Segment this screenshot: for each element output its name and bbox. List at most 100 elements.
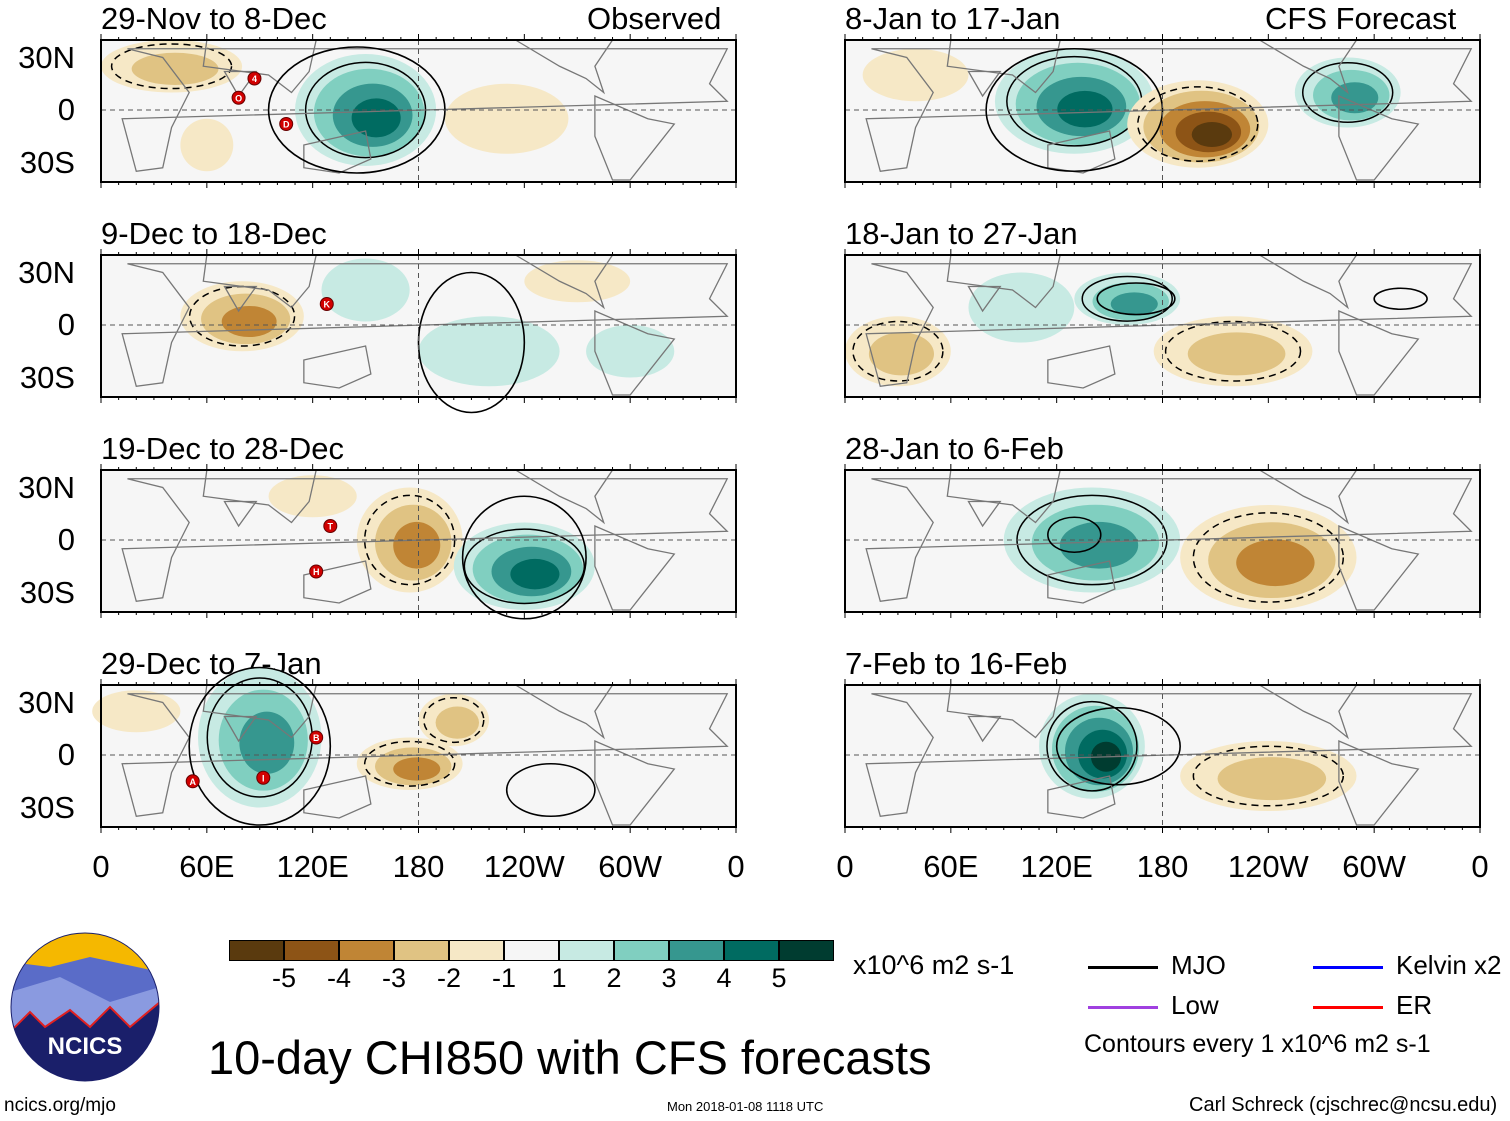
coastline bbox=[121, 693, 729, 817]
lon-label: 60W bbox=[1342, 849, 1407, 884]
tropical-cyclone-icon: T bbox=[323, 519, 338, 533]
mjo-contour bbox=[1047, 516, 1102, 554]
anomaly-contour-line bbox=[363, 740, 456, 787]
anomaly-contour-line bbox=[1081, 275, 1173, 322]
map-panel: 4O D bbox=[100, 34, 737, 188]
storm-id: T bbox=[328, 522, 334, 532]
storm-id: I bbox=[262, 773, 265, 783]
website-label: ncics.org/mjo bbox=[4, 1095, 116, 1116]
storm-id: O bbox=[235, 93, 242, 103]
panel-title: 8-Jan to 17-Jan bbox=[845, 1, 1061, 36]
tropical-cyclone-icon: B bbox=[309, 730, 324, 745]
lat-label: 30S bbox=[19, 790, 75, 825]
coastline bbox=[865, 263, 1473, 387]
negative-anomaly-contour bbox=[131, 52, 219, 86]
colorbar-swatch bbox=[504, 940, 559, 961]
colorbar-swatch bbox=[449, 940, 504, 961]
logo-text: NCICS bbox=[48, 1033, 123, 1060]
lon-label: 120E bbox=[276, 849, 349, 884]
lon-label: 60E bbox=[923, 849, 979, 884]
coastline bbox=[121, 478, 729, 602]
negative-anomaly-contour bbox=[393, 521, 441, 569]
colorbar-label: 2 bbox=[606, 963, 622, 993]
panel-title: 28-Jan to 6-Feb bbox=[845, 431, 1064, 466]
lon-label: 60E bbox=[179, 849, 235, 884]
colorbar-label: 3 bbox=[661, 963, 677, 993]
negative-anomaly-contour bbox=[393, 757, 441, 781]
colorbar-label: -3 bbox=[381, 963, 407, 993]
lon-label: 120W bbox=[1227, 849, 1309, 884]
mjo-contour bbox=[1373, 287, 1428, 311]
colorbar-label: 4 bbox=[716, 963, 732, 993]
tropical-cyclone-icon: K bbox=[319, 297, 334, 311]
legend-label: MJO bbox=[1171, 950, 1226, 980]
negative-anomaly-contour bbox=[868, 332, 935, 376]
lon-label: 0 bbox=[1471, 849, 1489, 884]
negative-anomaly-contour bbox=[1236, 539, 1315, 587]
negative-anomaly-contour bbox=[1217, 757, 1327, 801]
positive-anomaly-contour bbox=[239, 711, 295, 774]
negative-anomaly-contour bbox=[435, 706, 480, 739]
panel-title: 29-Nov to 8-Dec bbox=[101, 1, 327, 36]
coastline bbox=[1338, 525, 1420, 611]
positive-anomaly-contour bbox=[321, 258, 410, 322]
mjo-contour bbox=[1096, 282, 1176, 316]
storm-id: D bbox=[283, 120, 290, 130]
mjo-contour bbox=[1055, 706, 1181, 786]
legend-line bbox=[1313, 1006, 1383, 1009]
lon-label: 120E bbox=[1020, 849, 1093, 884]
tropical-cyclone-icon: O bbox=[231, 90, 246, 105]
lon-label: 0 bbox=[836, 849, 854, 884]
positive-anomaly-contour bbox=[1059, 521, 1139, 569]
negative-anomaly-contour bbox=[524, 260, 631, 303]
positive-anomaly-contour bbox=[1110, 292, 1158, 316]
lon-label: 180 bbox=[392, 849, 445, 884]
lon-label: 0 bbox=[92, 849, 110, 884]
author-label: Carl Schreck (cjschrec@ncsu.edu) bbox=[1189, 1094, 1498, 1116]
legend-line bbox=[1313, 966, 1383, 969]
anomaly-contour-line bbox=[852, 320, 944, 382]
coastline bbox=[594, 740, 676, 826]
coastline bbox=[303, 560, 372, 604]
coastline bbox=[865, 693, 1473, 817]
lat-label: 30S bbox=[19, 145, 75, 180]
coastline bbox=[1338, 95, 1420, 181]
lon-label: 60W bbox=[598, 849, 663, 884]
panel-title: 9-Dec to 18-Dec bbox=[101, 216, 327, 251]
coastline bbox=[594, 95, 676, 181]
anomaly-contour-line bbox=[463, 528, 586, 605]
storm-id: 4 bbox=[252, 74, 257, 84]
colorbar-swatch bbox=[779, 940, 834, 961]
colorbar-swatch bbox=[339, 940, 394, 961]
lat-label: 30N bbox=[18, 255, 75, 290]
colorbar-label: -5 bbox=[271, 963, 297, 993]
anomaly-contour-line bbox=[423, 696, 485, 744]
coastline bbox=[1047, 560, 1116, 604]
lat-label: 0 bbox=[57, 92, 75, 127]
storm-id: B bbox=[313, 733, 320, 743]
map-panel bbox=[844, 679, 1481, 833]
tropical-cyclone-icon: H bbox=[309, 564, 324, 579]
coastline bbox=[1338, 740, 1420, 826]
lat-label: 0 bbox=[57, 307, 75, 342]
colorbar-label: -2 bbox=[436, 963, 462, 993]
negative-anomaly-contour bbox=[1191, 122, 1233, 147]
mjo-contour bbox=[417, 271, 526, 414]
coastline bbox=[121, 48, 729, 172]
panel-title: 29-Dec to 7-Jan bbox=[101, 646, 322, 681]
panel-title: 7-Feb to 16-Feb bbox=[845, 646, 1068, 681]
coastline bbox=[865, 48, 1473, 172]
negative-anomaly-contour bbox=[268, 475, 357, 518]
colorbar-swatch bbox=[559, 940, 614, 961]
figure-title: 10-day CHI850 with CFS forecasts bbox=[208, 1031, 932, 1084]
positive-anomaly-contour bbox=[510, 558, 560, 590]
anomaly-contour-line bbox=[1164, 320, 1302, 382]
colorbar-swatch bbox=[614, 940, 669, 961]
positive-anomaly-contour bbox=[418, 316, 560, 387]
negative-anomaly-contour bbox=[444, 83, 569, 154]
mjo-contour bbox=[461, 495, 587, 620]
map-panel bbox=[844, 249, 1481, 403]
negative-anomaly-contour bbox=[180, 118, 234, 172]
anomaly-contour-line bbox=[1192, 512, 1345, 603]
